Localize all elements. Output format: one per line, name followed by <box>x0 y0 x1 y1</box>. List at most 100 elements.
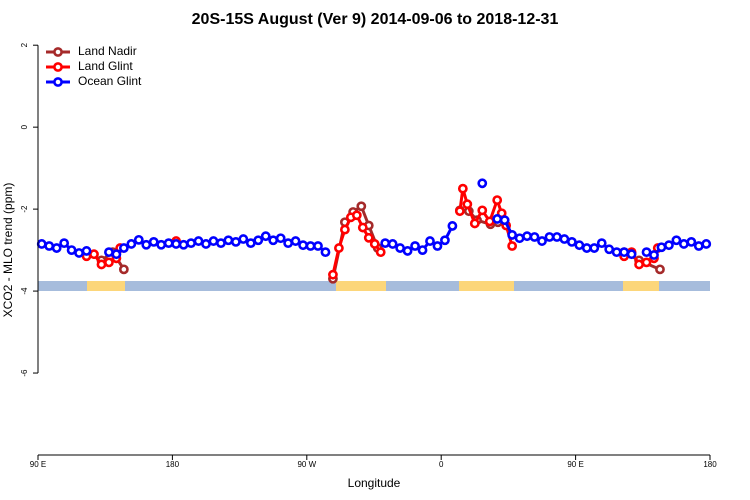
legend-swatch-marker <box>53 77 63 87</box>
data-point <box>457 183 468 194</box>
data-point <box>499 215 510 226</box>
data-point <box>369 239 380 249</box>
data-point <box>649 250 659 260</box>
data-point <box>148 237 159 247</box>
data-point <box>544 232 555 242</box>
data-point <box>507 230 518 240</box>
data-point <box>118 264 129 275</box>
x-tick-label: 90 W <box>297 460 316 469</box>
data-point <box>641 247 652 258</box>
data-point <box>238 234 249 244</box>
data-point <box>410 241 420 251</box>
data-point <box>208 236 219 246</box>
data-point <box>163 238 174 249</box>
chart-title: 20S-15S August (Ver 9) 2014-09-06 to 201… <box>192 11 559 28</box>
data-point <box>484 216 495 227</box>
data-point <box>36 239 47 249</box>
data-point <box>552 232 562 242</box>
data-point <box>678 239 689 249</box>
y-tick-label: 0 <box>20 124 29 129</box>
legend-label: Land Glint <box>78 59 133 73</box>
data-point <box>477 178 488 189</box>
data-point <box>363 232 374 243</box>
data-point <box>201 239 211 249</box>
data-point <box>701 239 712 249</box>
data-point <box>529 232 540 242</box>
data-point <box>305 241 316 251</box>
legend-swatch-marker <box>53 47 63 57</box>
data-point <box>559 234 570 244</box>
data-point <box>447 221 458 231</box>
data-point <box>462 199 473 210</box>
data-point <box>440 235 450 246</box>
data-point <box>111 249 122 260</box>
y-tick-label: -2 <box>20 205 29 213</box>
data-point <box>156 239 167 250</box>
data-point <box>104 257 114 268</box>
data-point <box>96 259 107 270</box>
data-point <box>171 239 182 249</box>
x-tick-label: 180 <box>166 460 180 469</box>
data-point <box>596 238 607 249</box>
data-point <box>693 241 704 251</box>
data-point <box>290 236 301 246</box>
data-point <box>417 245 428 255</box>
legend-label: Ocean Glint <box>78 74 142 88</box>
data-point <box>44 241 55 251</box>
data-point <box>275 233 286 244</box>
data-point <box>74 248 84 258</box>
data-point <box>260 231 271 242</box>
data-point <box>566 237 577 247</box>
y-tick-label: -6 <box>20 369 29 377</box>
data-point <box>118 243 129 253</box>
data-point <box>671 235 682 246</box>
data-point <box>356 201 367 212</box>
data-point <box>245 238 256 249</box>
data-point <box>104 247 114 258</box>
data-point <box>432 241 443 251</box>
data-point <box>313 241 323 251</box>
data-point <box>51 243 62 253</box>
data-point <box>387 239 398 249</box>
data-point <box>664 240 674 251</box>
data-point <box>351 210 362 221</box>
y-axis-label: XCO2 - MLO trend (ppm) <box>1 183 15 318</box>
legend-swatch-marker <box>53 62 63 72</box>
data-point <box>223 235 234 246</box>
data-point <box>604 244 615 255</box>
data-point <box>619 247 630 258</box>
data-point <box>81 246 92 256</box>
data-point <box>328 269 338 280</box>
data-point <box>492 214 503 224</box>
data-point <box>641 257 652 268</box>
data-point <box>537 236 547 246</box>
surface-strip <box>38 281 710 291</box>
data-point <box>655 264 665 275</box>
data-point <box>469 218 480 229</box>
y-tick-label: -4 <box>20 287 29 295</box>
data-point <box>193 236 204 246</box>
data-point <box>133 234 144 245</box>
data-point <box>454 206 465 217</box>
data-point <box>492 195 503 206</box>
data-point <box>298 240 308 251</box>
data-point <box>126 239 137 249</box>
data-point <box>380 238 391 249</box>
x-tick-label: 90 E <box>30 460 46 469</box>
data-point <box>141 239 152 250</box>
data-point <box>375 247 386 258</box>
data-point <box>89 249 99 260</box>
data-point <box>425 236 435 246</box>
data-point <box>339 224 350 235</box>
data-point <box>507 241 518 251</box>
data-point <box>522 231 532 242</box>
data-point <box>686 237 697 247</box>
data-point <box>589 243 600 253</box>
data-point <box>514 233 525 244</box>
x-axis-label: Longitude <box>348 476 401 490</box>
data-point <box>320 247 331 258</box>
plot-area <box>36 178 712 284</box>
data-point <box>395 243 406 253</box>
